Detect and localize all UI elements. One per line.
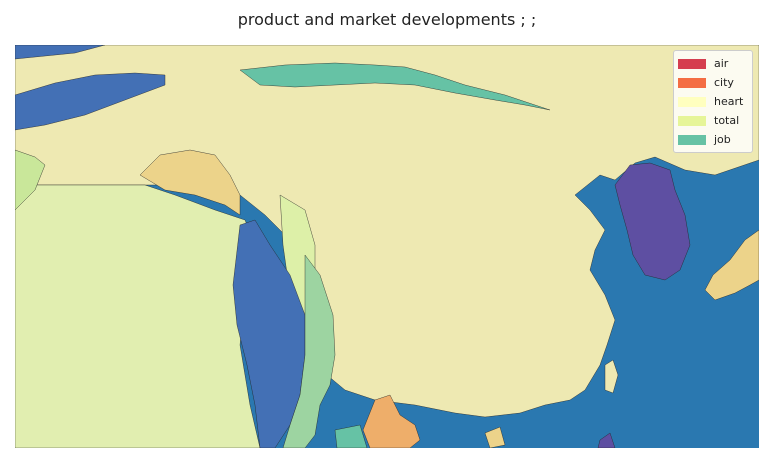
land-green-region: [282, 254, 336, 448]
legend-item-city: city: [678, 73, 748, 92]
land-west: [15, 184, 261, 448]
legend-item-heart: heart: [678, 92, 748, 111]
legend-label: heart: [714, 95, 744, 108]
legend: air city heart total job: [673, 50, 753, 153]
map-area[interactable]: [15, 45, 759, 448]
legend-label: city: [714, 76, 734, 89]
legend-label: total: [714, 114, 740, 127]
land-small-green: [15, 149, 46, 211]
legend-swatch: [678, 96, 706, 107]
legend-item-total: total: [678, 111, 748, 130]
legend-swatch: [678, 58, 706, 69]
legend-swatch: [678, 134, 706, 145]
land-north-blue-2: [15, 45, 106, 60]
legend-item-job: job: [678, 130, 748, 149]
legend-label: air: [714, 57, 729, 70]
land-korea: [614, 162, 691, 281]
land-teal-south: [334, 424, 368, 448]
land-tan-south: [484, 426, 506, 448]
legend-swatch: [678, 77, 706, 88]
land-japan: [704, 229, 759, 301]
map-title: product and market developments ; ;: [237, 10, 537, 29]
legend-swatch: [678, 115, 706, 126]
land-orange-region: [362, 394, 421, 448]
land-north-blue: [15, 72, 166, 131]
legend-item-air: air: [678, 54, 748, 73]
legend-label: job: [714, 133, 731, 146]
land-tan-west: [139, 149, 241, 216]
land-purple-south: [597, 432, 616, 448]
map-canvas: [15, 45, 759, 448]
land-teal-north: [239, 62, 551, 111]
land-taiwan: [604, 359, 619, 394]
